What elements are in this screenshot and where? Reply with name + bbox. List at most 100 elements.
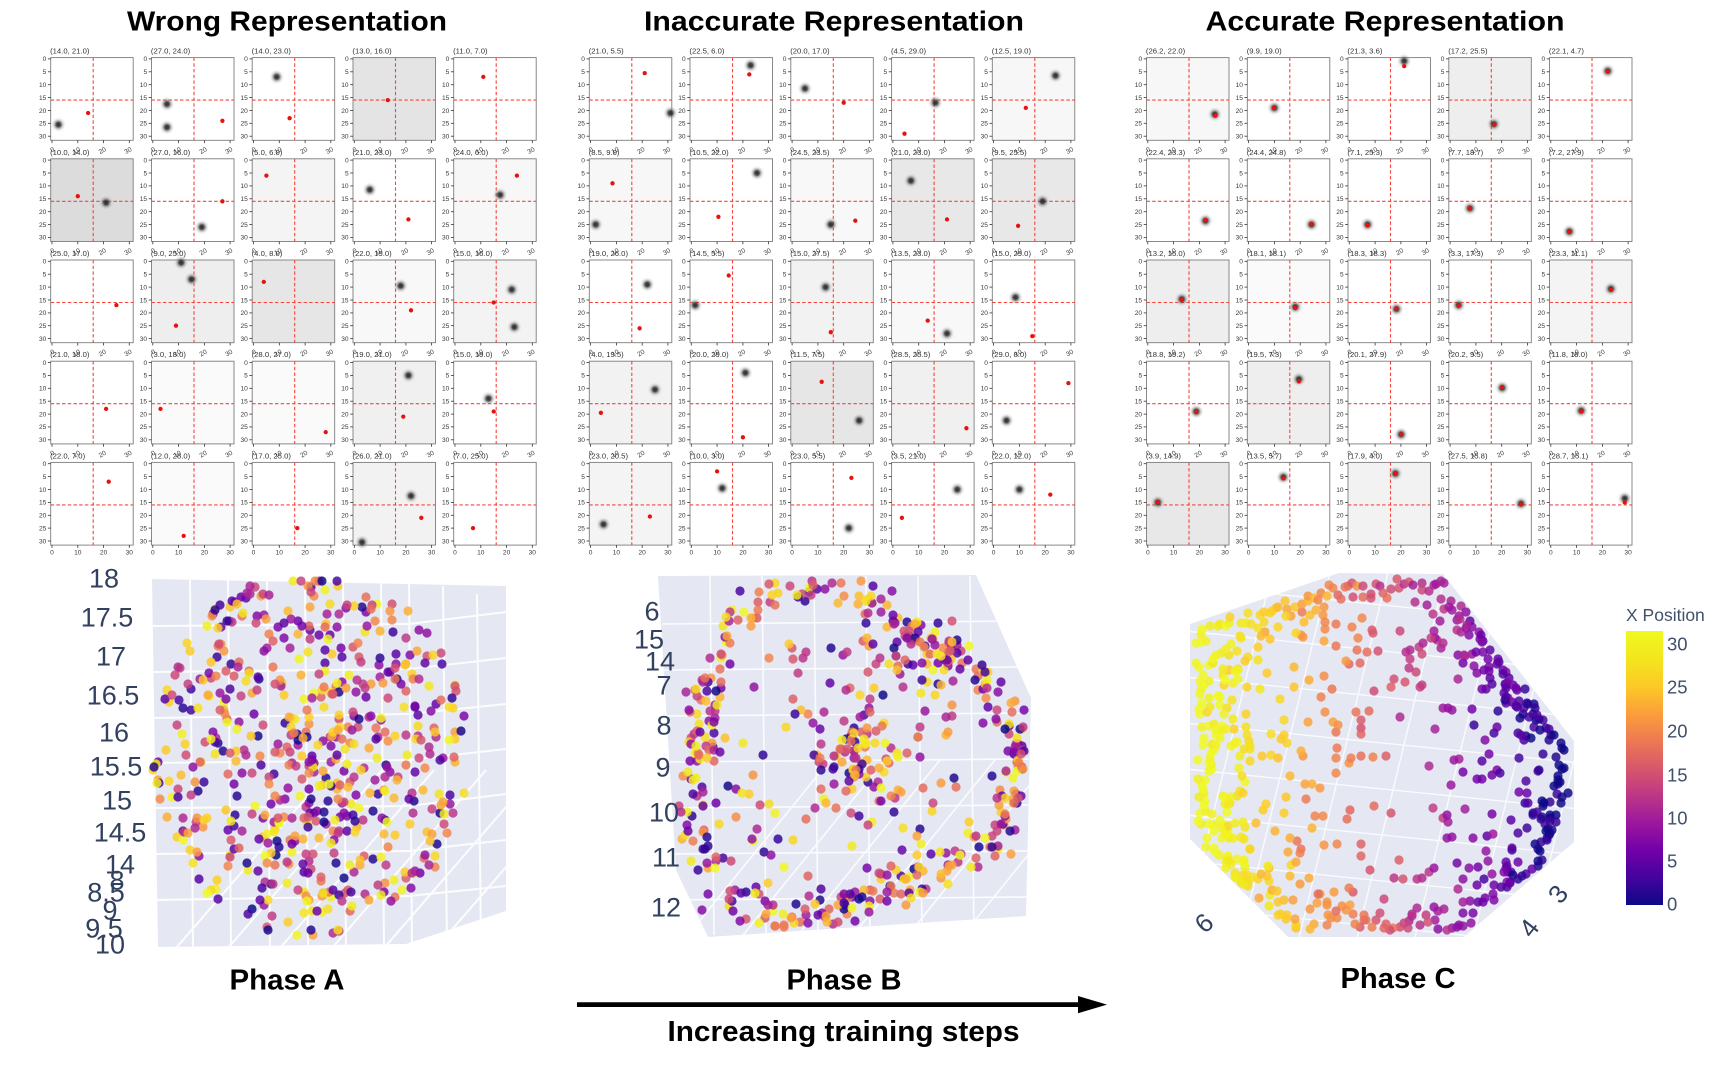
svg-text:(8.5, 9.0): (8.5, 9.0): [589, 148, 620, 157]
svg-text:10: 10: [95, 930, 125, 960]
svg-text:(29.0, 8.0): (29.0, 8.0): [992, 350, 1027, 359]
svg-text:(11.8, 19.0): (11.8, 19.0): [1549, 350, 1588, 359]
svg-text:(27.5, 15.8): (27.5, 15.8): [1448, 451, 1488, 460]
svg-text:(18.8, 19.2): (18.8, 19.2): [1146, 350, 1186, 359]
svg-text:(7.1, 25.3): (7.1, 25.3): [1347, 148, 1382, 157]
svg-text:8: 8: [656, 711, 671, 741]
svg-text:(7.0, 25.0): (7.0, 25.0): [453, 451, 488, 460]
svg-text:(11.0, 7.0): (11.0, 7.0): [453, 47, 488, 56]
svg-text:9.5: 9.5: [85, 914, 123, 944]
svg-text:(10.0, 3.0): (10.0, 3.0): [689, 451, 724, 460]
svg-text:17.5: 17.5: [81, 603, 134, 633]
svg-text:(22.0, 12.0): (22.0, 12.0): [992, 451, 1032, 460]
svg-text:20: 20: [1667, 721, 1688, 742]
svg-text:18: 18: [89, 564, 119, 594]
svg-text:(20.0, 29.0): (20.0, 29.0): [689, 350, 729, 359]
svg-text:(20.1, 27.9): (20.1, 27.9): [1347, 350, 1387, 359]
svg-text:(15.0, 16.0): (15.0, 16.0): [453, 249, 493, 258]
svg-text:(25.0, 17.0): (25.0, 17.0): [50, 249, 90, 258]
svg-text:(3.0, 18.0): (3.0, 18.0): [151, 350, 186, 359]
svg-text:12: 12: [651, 893, 681, 923]
svg-text:(22.0, 19.0): (22.0, 19.0): [352, 249, 392, 258]
svg-text:(26.0, 21.0): (26.0, 21.0): [352, 451, 392, 460]
svg-text:10: 10: [1667, 808, 1688, 829]
svg-text:(27.0, 16.0): (27.0, 16.0): [151, 148, 191, 157]
svg-text:(4.0, 19.5): (4.0, 19.5): [589, 350, 624, 359]
svg-text:(20.0, 17.0): (20.0, 17.0): [790, 47, 830, 56]
svg-text:(15.0, 19.0): (15.0, 19.0): [453, 350, 493, 359]
svg-text:14: 14: [105, 850, 135, 880]
svg-text:15: 15: [1667, 765, 1688, 786]
svg-text:(26.2, 22.0): (26.2, 22.0): [1146, 47, 1186, 56]
svg-text:Increasing training steps: Increasing training steps: [668, 1016, 1020, 1048]
svg-text:10: 10: [649, 798, 679, 828]
svg-text:5: 5: [1667, 851, 1677, 872]
svg-text:(14.5, 5.5): (14.5, 5.5): [689, 249, 724, 258]
svg-text:(28.5, 25.5): (28.5, 25.5): [891, 350, 931, 359]
svg-text:(24.5, 23.5): (24.5, 23.5): [790, 148, 830, 157]
svg-text:14: 14: [645, 647, 675, 677]
svg-text:16.5: 16.5: [87, 681, 140, 711]
svg-text:(10.0, 14.0): (10.0, 14.0): [50, 148, 90, 157]
svg-text:0: 0: [1667, 894, 1677, 915]
svg-text:8: 8: [109, 866, 124, 896]
svg-text:(23.0, 5.5): (23.0, 5.5): [790, 451, 825, 460]
svg-text:14.5: 14.5: [94, 818, 147, 848]
svg-text:30: 30: [1667, 634, 1688, 655]
svg-text:Inaccurate Representation: Inaccurate Representation: [644, 6, 1024, 37]
svg-text:15.5: 15.5: [90, 752, 143, 782]
svg-text:(13.0, 16.0): (13.0, 16.0): [352, 47, 392, 56]
svg-text:(21.0, 23.0): (21.0, 23.0): [352, 148, 392, 157]
svg-text:(24.4, 24.8): (24.4, 24.8): [1247, 148, 1287, 157]
svg-text:(19.0, 21.0): (19.0, 21.0): [352, 350, 392, 359]
svg-text:(4.5, 29.0): (4.5, 29.0): [891, 47, 926, 56]
svg-text:Phase A: Phase A: [230, 965, 345, 997]
svg-text:25: 25: [1667, 677, 1688, 698]
svg-text:(15.0, 29.0): (15.0, 29.0): [992, 249, 1032, 258]
svg-text:(21.0, 18.0): (21.0, 18.0): [50, 350, 90, 359]
svg-text:(18.1, 18.1): (18.1, 18.1): [1247, 249, 1287, 258]
svg-text:9: 9: [655, 753, 670, 783]
svg-text:(21.0, 23.0): (21.0, 23.0): [891, 148, 931, 157]
svg-text:(3.3, 17.3): (3.3, 17.3): [1448, 249, 1483, 258]
svg-text:Wrong Representation: Wrong Representation: [127, 6, 447, 37]
svg-text:(22.4, 23.3): (22.4, 23.3): [1146, 148, 1186, 157]
svg-text:(20.2, 9.5): (20.2, 9.5): [1448, 350, 1483, 359]
svg-text:(18.3, 18.3): (18.3, 18.3): [1347, 249, 1387, 258]
svg-text:X Position: X Position: [1626, 605, 1705, 625]
svg-text:(3.9, 14.9): (3.9, 14.9): [1146, 451, 1181, 460]
svg-text:(10.5, 22.0): (10.5, 22.0): [689, 148, 729, 157]
svg-text:(23.0, 20.5): (23.0, 20.5): [589, 451, 629, 460]
svg-text:Phase B: Phase B: [787, 965, 902, 997]
svg-text:(22.1, 4.7): (22.1, 4.7): [1549, 47, 1584, 56]
svg-text:(5.0, 6.0): (5.0, 6.0): [252, 148, 283, 157]
svg-text:17: 17: [96, 642, 126, 672]
svg-text:(17.2, 25.5): (17.2, 25.5): [1448, 47, 1488, 56]
svg-text:(3.5, 21.0): (3.5, 21.0): [891, 451, 926, 460]
svg-text:Phase C: Phase C: [1341, 963, 1456, 995]
svg-text:7: 7: [656, 671, 671, 701]
svg-text:6: 6: [644, 597, 659, 627]
svg-text:(22.5, 6.0): (22.5, 6.0): [689, 47, 724, 56]
svg-text:(17.0, 25.0): (17.0, 25.0): [252, 451, 292, 460]
svg-text:(12.0, 28.0): (12.0, 28.0): [151, 451, 191, 460]
svg-text:15: 15: [634, 625, 664, 655]
svg-text:(14.0, 23.0): (14.0, 23.0): [252, 47, 292, 56]
svg-text:(7.7, 18.7): (7.7, 18.7): [1448, 148, 1483, 157]
svg-text:(9.0, 25.0): (9.0, 25.0): [151, 249, 186, 258]
svg-text:(12.5, 19.0): (12.5, 19.0): [992, 47, 1032, 56]
svg-text:(19.5, 7.3): (19.5, 7.3): [1247, 350, 1282, 359]
svg-text:9: 9: [102, 896, 117, 926]
svg-text:(19.0, 26.0): (19.0, 26.0): [589, 249, 629, 258]
svg-text:(21.3, 3.6): (21.3, 3.6): [1347, 47, 1382, 56]
svg-text:(17.9, 4.0): (17.9, 4.0): [1347, 451, 1382, 460]
svg-text:(13.5, 5.7): (13.5, 5.7): [1247, 451, 1282, 460]
svg-text:(21.0, 5.5): (21.0, 5.5): [589, 47, 624, 56]
svg-text:16: 16: [99, 718, 129, 748]
svg-text:(9.9, 19.0): (9.9, 19.0): [1247, 47, 1282, 56]
svg-text:(27.0, 24.0): (27.0, 24.0): [151, 47, 191, 56]
svg-text:(15.0, 27.5): (15.0, 27.5): [790, 249, 830, 258]
svg-text:(23.3, 11.1): (23.3, 11.1): [1549, 249, 1588, 258]
svg-text:Accurate Representation: Accurate Representation: [1206, 6, 1565, 37]
svg-text:(28.0, 27.0): (28.0, 27.0): [252, 350, 292, 359]
